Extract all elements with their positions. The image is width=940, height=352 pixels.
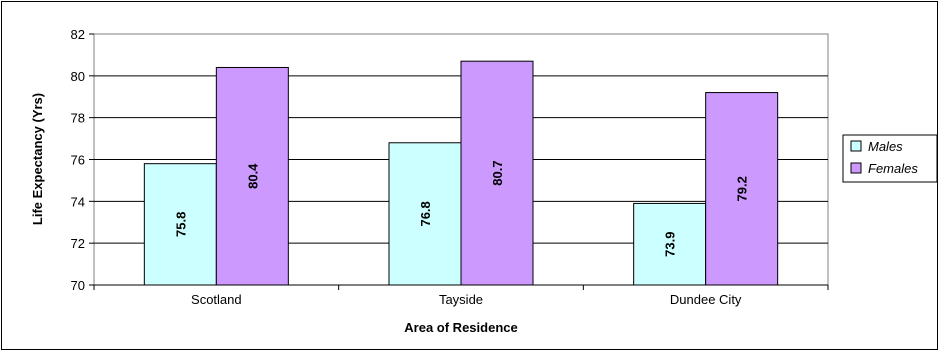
y-axis-ticks: 70 72 74 76 78 80 82: [71, 27, 94, 293]
x-axis: Scotland Tayside Dundee City: [93, 284, 829, 307]
bar-males-1: [388, 142, 462, 286]
y-tick-label: 78: [71, 111, 85, 126]
legend-label: Males: [868, 139, 903, 154]
bar-data-label: 73.9: [663, 232, 678, 257]
y-axis-label: Life Expectancy (Yrs): [30, 93, 45, 225]
y-tick-label: 80: [71, 69, 85, 84]
bar-females-2: [705, 92, 779, 286]
bar-females-0: [215, 66, 289, 286]
legend: Males Females: [842, 134, 938, 183]
bar-data-label: 80.4: [245, 163, 260, 189]
category-label: Tayside: [439, 292, 483, 307]
y-tick-label: 70: [71, 278, 85, 293]
bar-data-label: 80.7: [490, 160, 505, 185]
bar-data-label: 76.8: [418, 201, 433, 226]
y-tick-label: 72: [71, 236, 85, 251]
legend-label: Females: [868, 161, 918, 176]
legend-swatch: [850, 140, 862, 152]
x-axis-label: Area of Residence: [404, 320, 517, 335]
bar-males-2: [633, 202, 707, 286]
y-tick-label: 76: [71, 153, 85, 168]
y-tick-label: 74: [71, 194, 85, 209]
bar-data-label: 75.8: [173, 212, 188, 237]
category-label: Scotland: [191, 292, 242, 307]
bar-females-1: [460, 60, 534, 286]
bar-data-label: 79.2: [735, 176, 750, 201]
category-label: Dundee City: [670, 292, 742, 307]
bars: 75.8 80.4 76.8 80.7 73.9 79.2: [143, 60, 779, 286]
y-tick-label: 82: [71, 27, 85, 42]
legend-swatch: [850, 162, 862, 174]
